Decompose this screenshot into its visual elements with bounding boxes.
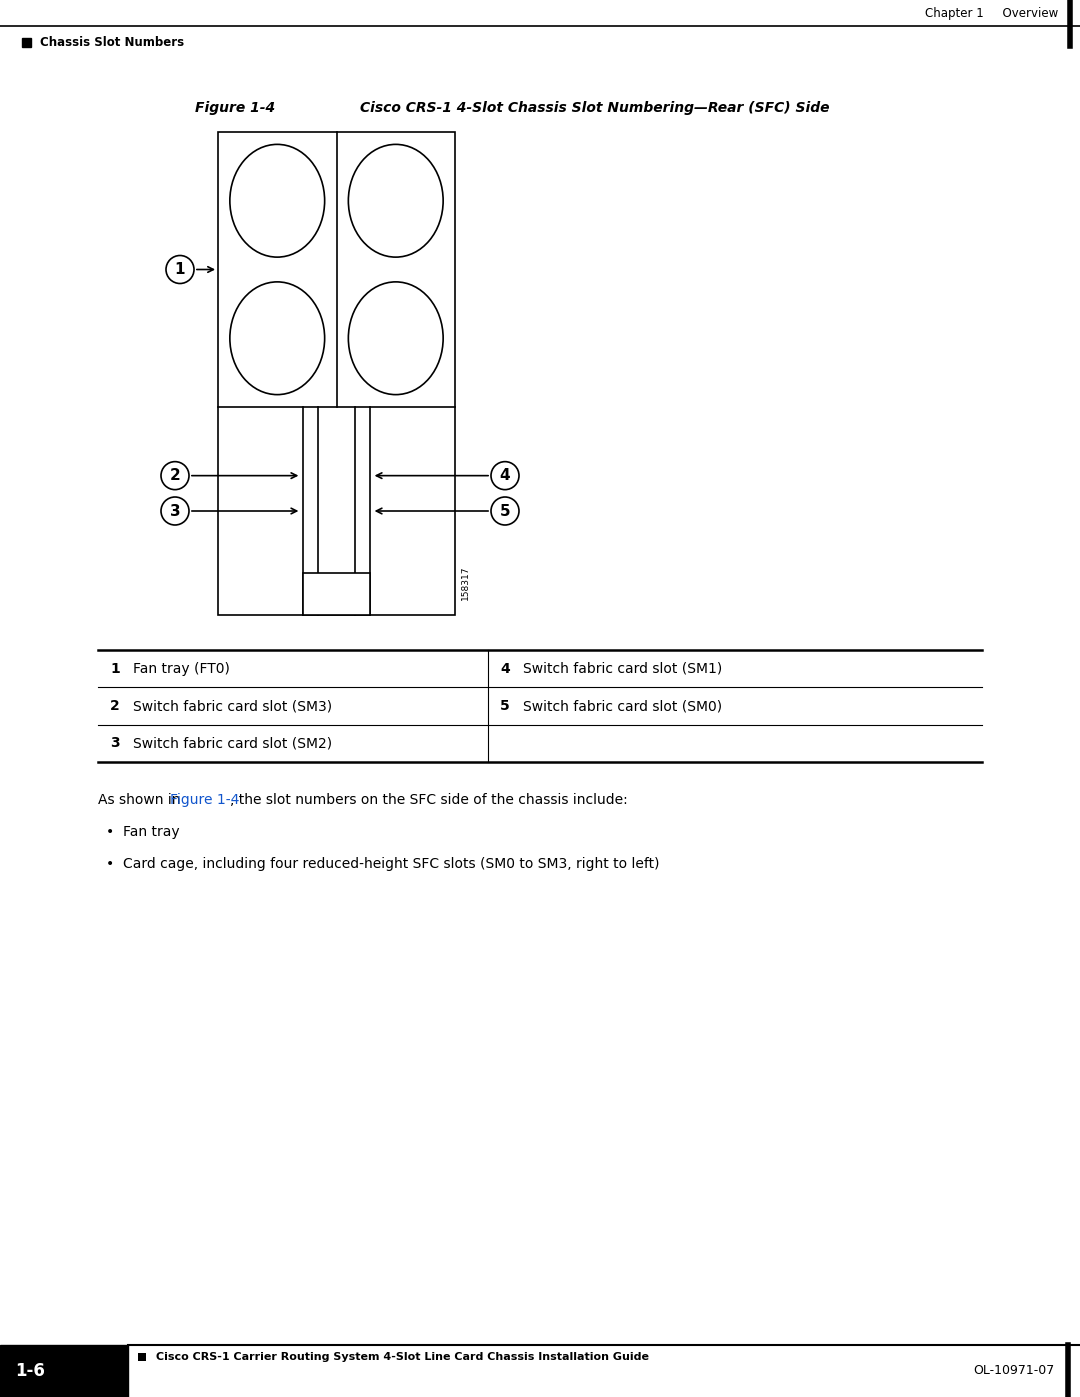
Text: 4: 4	[500, 662, 510, 676]
Text: •  Card cage, including four reduced-height SFC slots (SM0 to SM3, right to left: • Card cage, including four reduced-heig…	[106, 856, 660, 870]
Text: 5: 5	[500, 698, 510, 712]
Text: As shown in: As shown in	[98, 793, 185, 807]
Text: OL-10971-07: OL-10971-07	[974, 1365, 1055, 1377]
Bar	[138, 1354, 146, 1361]
Text: Fan tray (FT0): Fan tray (FT0)	[133, 662, 230, 676]
Bar	[0, 1345, 129, 1397]
Text: Chassis Slot Numbers: Chassis Slot Numbers	[40, 35, 184, 49]
Text: 3: 3	[170, 503, 180, 518]
Text: , the slot numbers on the SFC side of the chassis include:: , the slot numbers on the SFC side of th…	[230, 793, 627, 807]
Text: 158317: 158317	[461, 566, 470, 599]
Text: Figure 1-4: Figure 1-4	[195, 101, 275, 115]
Text: 1: 1	[175, 263, 186, 277]
Bar	[218, 131, 455, 615]
Text: 5: 5	[500, 503, 511, 518]
Text: Chapter 1     Overview: Chapter 1 Overview	[924, 7, 1058, 21]
Bar	[303, 573, 369, 615]
Text: •  Fan tray: • Fan tray	[106, 826, 179, 840]
Ellipse shape	[230, 144, 325, 257]
Text: 3: 3	[110, 736, 120, 750]
Ellipse shape	[230, 282, 325, 394]
Text: Switch fabric card slot (SM0): Switch fabric card slot (SM0)	[523, 698, 723, 712]
Text: 2: 2	[110, 698, 120, 712]
Text: 1: 1	[110, 662, 120, 676]
Text: 4: 4	[500, 468, 511, 483]
Circle shape	[166, 256, 194, 284]
Text: 2: 2	[170, 468, 180, 483]
Circle shape	[491, 461, 519, 489]
Bar	[22, 38, 31, 47]
Text: Figure 1-4: Figure 1-4	[170, 793, 240, 807]
Circle shape	[491, 497, 519, 525]
Circle shape	[161, 461, 189, 489]
Circle shape	[161, 497, 189, 525]
Text: Cisco CRS-1 Carrier Routing System 4-Slot Line Card Chassis Installation Guide: Cisco CRS-1 Carrier Routing System 4-Slo…	[156, 1352, 649, 1362]
Text: Switch fabric card slot (SM2): Switch fabric card slot (SM2)	[133, 736, 333, 750]
Text: Switch fabric card slot (SM1): Switch fabric card slot (SM1)	[523, 662, 723, 676]
Text: 1-6: 1-6	[15, 1362, 45, 1380]
Text: Switch fabric card slot (SM3): Switch fabric card slot (SM3)	[133, 698, 333, 712]
Text: Cisco CRS-1 4-Slot Chassis Slot Numbering—Rear (SFC) Side: Cisco CRS-1 4-Slot Chassis Slot Numberin…	[360, 101, 829, 115]
Ellipse shape	[349, 282, 443, 394]
Ellipse shape	[349, 144, 443, 257]
